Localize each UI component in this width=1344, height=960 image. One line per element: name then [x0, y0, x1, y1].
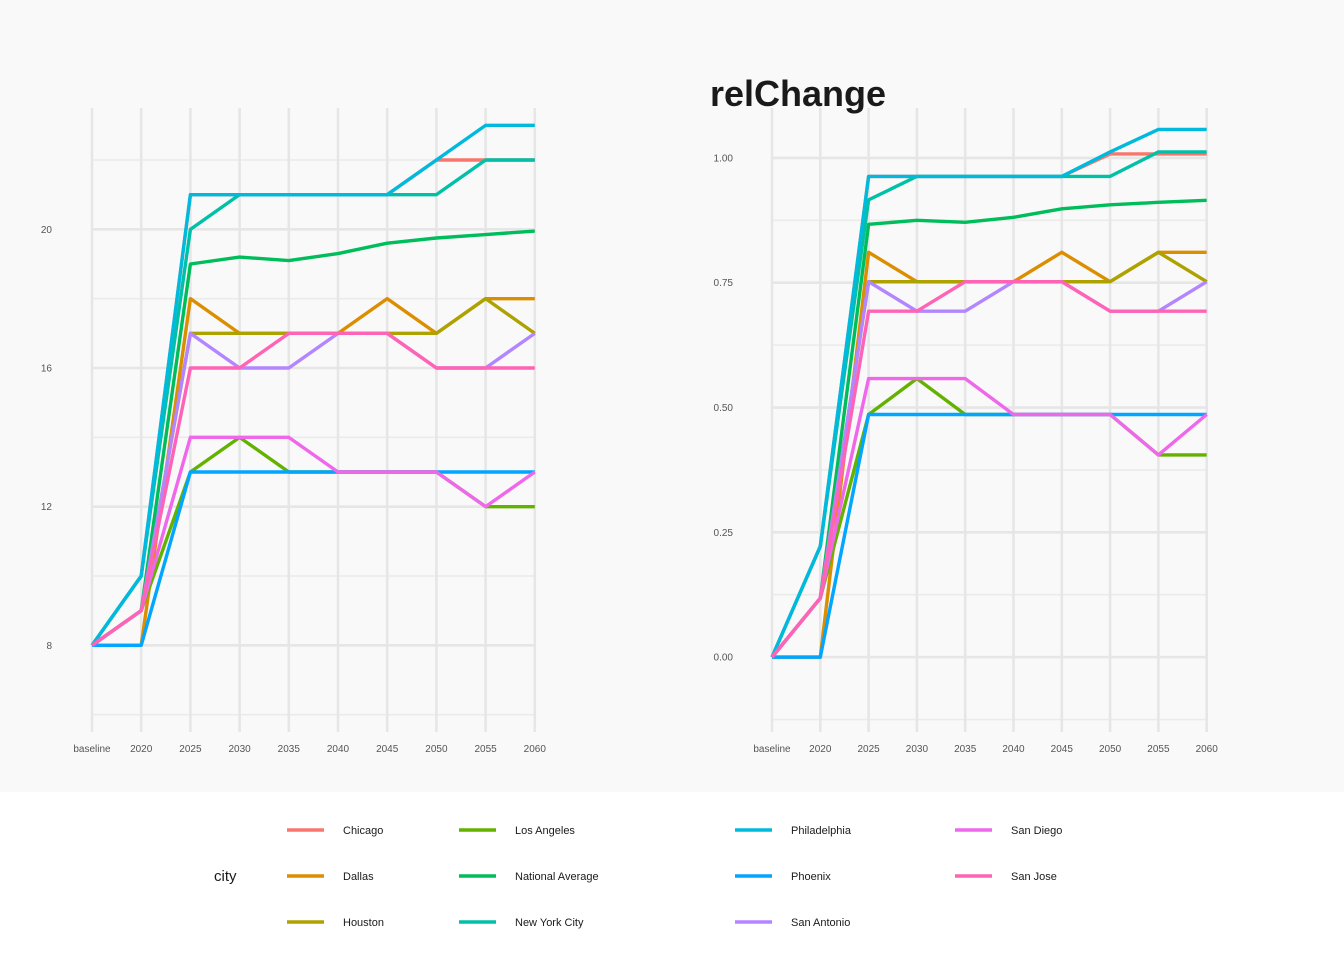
series-lines [90, 123, 536, 648]
legend-label: New York City [515, 917, 584, 929]
x-tick-label: 2020 [809, 744, 832, 755]
y-tick-label: 0.00 [714, 653, 734, 664]
legend-label: San Diego [1011, 825, 1062, 837]
series-line-national-average [770, 198, 1207, 659]
series-line-san-diego [770, 376, 1208, 659]
x-tick-label: 2030 [228, 744, 251, 755]
x-tick-label: 2035 [278, 744, 301, 755]
y-tick-label: 12 [41, 502, 53, 513]
y-tick-label: 0.75 [714, 278, 734, 289]
y-tick-label: 1.00 [714, 153, 734, 164]
legend-label: Phoenix [791, 871, 831, 883]
series-line-phoenix [772, 412, 1207, 659]
series-line-phoenix [92, 470, 535, 648]
legend-label: San Antonio [791, 917, 850, 929]
x-tick-label: baseline [73, 744, 111, 755]
x-tick-label: 2045 [376, 744, 399, 755]
legend-label: Chicago [343, 825, 383, 837]
legend-label: Philadelphia [791, 825, 852, 837]
legend-label: Los Angeles [515, 825, 575, 837]
x-tick-label: baseline [753, 744, 791, 755]
series-line-philadelphia [770, 127, 1207, 658]
x-tick-label: 2050 [1099, 744, 1122, 755]
legend-label: San Jose [1011, 871, 1057, 883]
y-tick-label: 0.50 [714, 403, 734, 414]
x-tick-label: 2040 [1002, 744, 1025, 755]
x-tick-label: 2055 [474, 744, 497, 755]
legend-label: Houston [343, 917, 384, 929]
x-tick-label: 2025 [179, 744, 202, 755]
series-line-national-average [91, 229, 535, 647]
series-line-san-jose [91, 331, 535, 647]
x-tick-label: 2060 [1196, 744, 1219, 755]
chart-title: relChange [710, 73, 886, 114]
y-tick-label: 20 [41, 225, 53, 236]
x-tick-label: 2020 [130, 744, 153, 755]
series-line-san-jose [770, 280, 1207, 659]
series-lines [770, 127, 1208, 659]
x-tick-label: 2035 [954, 744, 977, 755]
x-tick-label: 2050 [425, 744, 448, 755]
x-tick-label: 2025 [857, 744, 880, 755]
y-tick-label: 16 [41, 364, 53, 375]
plot-background [0, 0, 1344, 792]
x-tick-label: 2040 [327, 744, 350, 755]
x-tick-label: 2055 [1147, 744, 1170, 755]
legend-label: National Average [515, 871, 599, 883]
series-line-philadelphia [90, 123, 535, 647]
series-line-san-diego [91, 435, 536, 647]
legend-title: city [214, 868, 237, 885]
y-tick-label: 8 [46, 641, 52, 652]
x-tick-label: 2045 [1051, 744, 1074, 755]
legend-label: Dallas [343, 871, 374, 883]
y-tick-label: 0.25 [714, 528, 734, 539]
x-tick-label: 2030 [906, 744, 929, 755]
x-tick-label: 2060 [524, 744, 547, 755]
